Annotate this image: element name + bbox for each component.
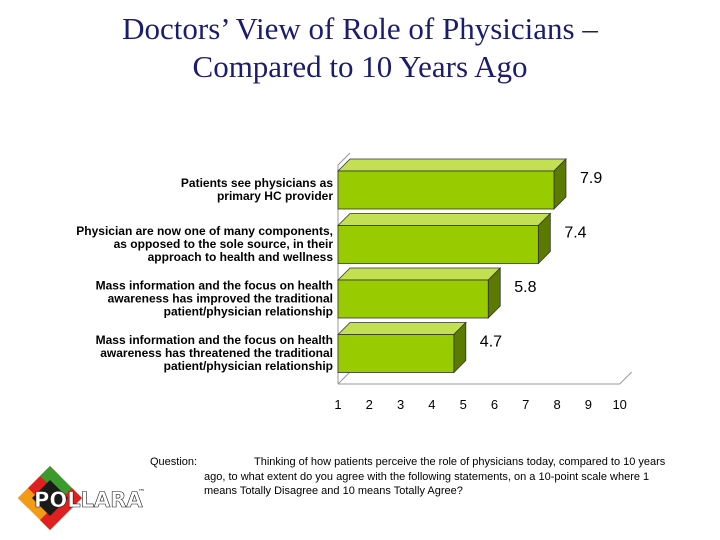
floor-corner-line (337, 371, 351, 385)
bar-value-label: 5.8 (514, 279, 536, 296)
bar (337, 279, 489, 319)
bar-top-face (337, 322, 467, 335)
pollara-logo: POLLARA ™ (18, 466, 145, 530)
category-label: approach to health and wellness (148, 250, 334, 264)
bar-top-face (337, 267, 502, 281)
x-tick-label: 6 (491, 397, 498, 412)
bar-value-label: 7.4 (564, 225, 586, 242)
x-tick-label: 4 (428, 397, 435, 412)
category-label: Patients see physicians as (181, 176, 333, 190)
chart-title-line-1: Doctors’ View of Role of Physicians – (122, 11, 598, 46)
question-text: Thinking of how patients perceive the ro… (204, 456, 666, 497)
question-prefix: Question: (150, 456, 198, 468)
logo-diamond-center (32, 480, 68, 516)
category-label: patient/physician relationship (164, 305, 333, 319)
bar (337, 225, 539, 264)
category-label: Mass information and the focus on health (96, 333, 333, 347)
chart-title: Doctors’ View of Role of Physicians – Co… (0, 10, 720, 86)
bar-chart: 1 2 3 4 5 6 7 8 9 10 7.9 Patients see physicians as… (76, 152, 633, 412)
category-label: Physician are now one of many components… (76, 224, 333, 238)
bar-top-face (337, 158, 567, 172)
category-label: primary HC provider (217, 189, 333, 203)
category-label: Mass information and the focus on health (96, 279, 333, 293)
category-label: awareness has improved the traditional (108, 292, 333, 306)
x-tick-label: 7 (522, 397, 529, 412)
bar-value-label: 4.7 (480, 334, 502, 351)
x-tick-label: 5 (460, 397, 467, 412)
x-tick-label: 9 (585, 397, 592, 412)
x-tick-label: 8 (553, 397, 560, 412)
x-tick-label: 3 (397, 397, 404, 412)
category-label: as opposed to the sole source, in their (114, 237, 334, 251)
x-tick-label: 2 (366, 397, 373, 412)
logo-diamond-mark (18, 466, 82, 530)
logo-diamond-red-lower (40, 488, 82, 530)
category-label: awareness has threatened the traditional (100, 346, 333, 360)
logo-text: POLLARA (34, 488, 143, 512)
x-tick-label: 10 (612, 397, 626, 412)
x-axis-floor (338, 371, 633, 385)
x-tick-label: 1 (334, 397, 341, 412)
logo-trademark: ™ (138, 488, 145, 496)
category-label: patient/physician relationship (164, 359, 333, 373)
bar-value-label: 7.9 (580, 170, 602, 187)
bar (337, 170, 555, 210)
bar (337, 334, 455, 373)
chart-title-line-2: Compared to 10 Years Ago (192, 49, 528, 84)
bar-top-face (337, 213, 552, 226)
